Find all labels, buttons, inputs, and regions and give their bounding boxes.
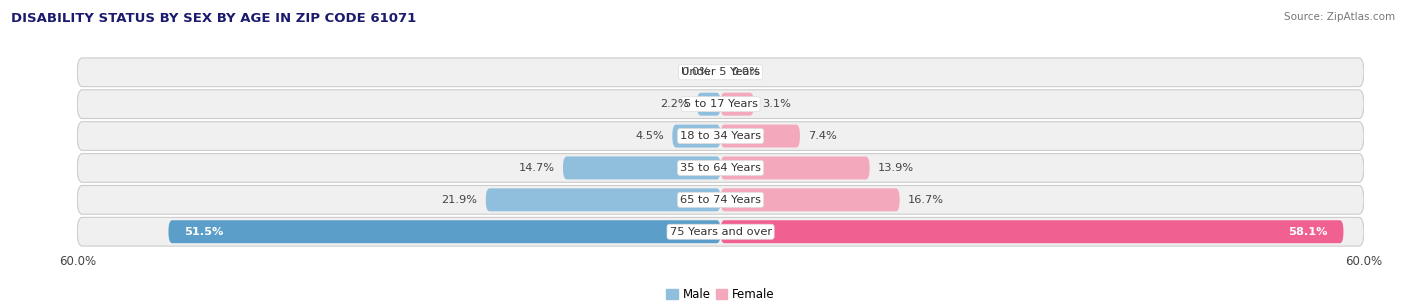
Text: DISABILITY STATUS BY SEX BY AGE IN ZIP CODE 61071: DISABILITY STATUS BY SEX BY AGE IN ZIP C…	[11, 12, 416, 25]
FancyBboxPatch shape	[77, 185, 1364, 214]
Text: 0.0%: 0.0%	[731, 67, 761, 77]
Text: 35 to 64 Years: 35 to 64 Years	[681, 163, 761, 173]
Text: 16.7%: 16.7%	[908, 195, 945, 205]
FancyBboxPatch shape	[77, 217, 1364, 246]
FancyBboxPatch shape	[486, 188, 721, 211]
Text: 7.4%: 7.4%	[808, 131, 837, 141]
Text: 13.9%: 13.9%	[879, 163, 914, 173]
FancyBboxPatch shape	[77, 90, 1364, 119]
Text: 5 to 17 Years: 5 to 17 Years	[683, 99, 758, 109]
FancyBboxPatch shape	[672, 125, 721, 147]
Text: 3.1%: 3.1%	[762, 99, 792, 109]
FancyBboxPatch shape	[697, 93, 721, 116]
Text: 14.7%: 14.7%	[519, 163, 554, 173]
FancyBboxPatch shape	[169, 220, 721, 243]
FancyBboxPatch shape	[721, 157, 869, 179]
Text: Source: ZipAtlas.com: Source: ZipAtlas.com	[1284, 12, 1395, 22]
Text: 21.9%: 21.9%	[441, 195, 477, 205]
FancyBboxPatch shape	[562, 157, 721, 179]
Text: 2.2%: 2.2%	[659, 99, 689, 109]
Text: 4.5%: 4.5%	[636, 131, 664, 141]
FancyBboxPatch shape	[721, 188, 900, 211]
Text: 65 to 74 Years: 65 to 74 Years	[681, 195, 761, 205]
Text: 75 Years and over: 75 Years and over	[669, 227, 772, 237]
Text: 0.0%: 0.0%	[681, 67, 710, 77]
Text: 51.5%: 51.5%	[184, 227, 224, 237]
Text: Under 5 Years: Under 5 Years	[681, 67, 761, 77]
Legend: Male, Female: Male, Female	[662, 283, 779, 304]
FancyBboxPatch shape	[721, 220, 1344, 243]
FancyBboxPatch shape	[77, 58, 1364, 87]
Text: 58.1%: 58.1%	[1288, 227, 1327, 237]
FancyBboxPatch shape	[721, 125, 800, 147]
FancyBboxPatch shape	[77, 122, 1364, 150]
FancyBboxPatch shape	[721, 93, 754, 116]
FancyBboxPatch shape	[77, 154, 1364, 182]
Text: 18 to 34 Years: 18 to 34 Years	[681, 131, 761, 141]
